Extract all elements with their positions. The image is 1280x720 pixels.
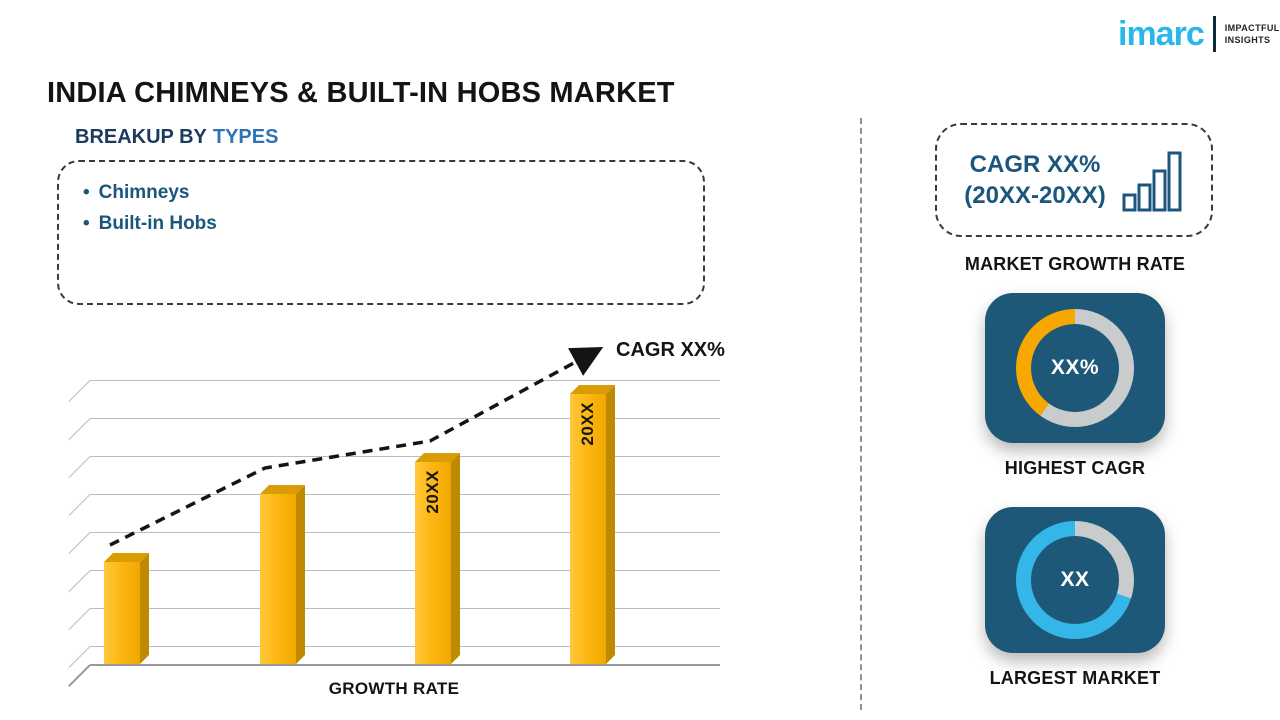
bar-20xx-3: 20XX: [415, 453, 460, 664]
logo-divider: [1212, 16, 1216, 52]
cagr-growth-text: CAGR XX% (20XX-20XX): [964, 149, 1105, 211]
imarc-logo: imarc IMPACTFUL INSIGHTS: [1118, 16, 1280, 52]
cagr-line2: (20XX-20XX): [964, 182, 1106, 209]
largest-market-card: XX: [985, 507, 1165, 653]
gridline: [90, 380, 720, 381]
gridline: [90, 608, 720, 609]
bar-label: 20XX: [423, 470, 442, 514]
bar-chart-icon: [1122, 151, 1182, 212]
breakup-heading: BREAKUP BY TYPES: [75, 126, 278, 149]
breakup-types-box: • Chimneys • Built-in Hobs: [57, 160, 705, 305]
cagr-growth-box: CAGR XX% (20XX-20XX): [935, 123, 1213, 237]
largest-market-caption: LARGEST MARKET: [989, 668, 1161, 688]
chart-x-axis-label: GROWTH RATE: [328, 679, 460, 698]
logo-tagline-line2: INSIGHTS: [1224, 35, 1271, 45]
gridline: [90, 418, 720, 419]
page-title: INDIA CHIMNEYS & BUILT-IN HOBS MARKET: [47, 77, 675, 110]
largest-market-value: XX: [1031, 536, 1119, 624]
market-growth-rate-caption: MARKET GROWTH RATE: [964, 254, 1186, 274]
bar-side-face: [140, 553, 149, 664]
logo-tagline-line1: IMPACTFUL: [1224, 22, 1280, 33]
bar-side-face: [296, 485, 305, 664]
section-divider: [860, 118, 862, 710]
largest-market-donut: XX: [1016, 521, 1134, 639]
logo-tagline: IMPACTFUL INSIGHTS: [1225, 22, 1280, 46]
gridline: [90, 494, 720, 495]
bar-label-wrap: 20XX: [570, 394, 606, 664]
bar-label-wrap: [260, 494, 296, 664]
bar-label-wrap: [104, 562, 140, 664]
bullet-icon: •: [83, 212, 90, 234]
breakup-item-label: Chimneys: [98, 182, 190, 203]
bar-20xx-1: [104, 553, 149, 664]
bar-front-face: [104, 562, 140, 664]
gridline: [90, 570, 720, 571]
highest-cagr-card: XX%: [985, 293, 1165, 443]
highest-cagr-caption: HIGHEST CAGR: [1004, 458, 1146, 478]
bar-side-face: [451, 453, 460, 664]
cagr-line1: CAGR XX%: [969, 150, 1101, 178]
growth-rate-bar-chart: 20XX 20XX: [68, 378, 720, 666]
logo-brand-text: imarc: [1118, 15, 1205, 53]
gridline: [90, 646, 720, 647]
bar-label-wrap: 20XX: [415, 462, 451, 664]
gridline: [90, 532, 720, 533]
highest-cagr-value: XX%: [1031, 324, 1119, 412]
x-axis-line: [90, 664, 720, 666]
list-item: • Built-in Hobs: [83, 209, 679, 240]
bar-label: 20XX: [578, 402, 597, 446]
bar-side-face: [606, 385, 615, 664]
breakup-heading-prefix: BREAKUP BY: [75, 126, 207, 148]
bar-20xx-4: 20XX: [570, 385, 615, 664]
breakup-heading-highlight: TYPES: [212, 126, 279, 148]
bar-20xx-2: [260, 485, 305, 664]
highest-cagr-donut: XX%: [1016, 309, 1134, 427]
trend-cagr-label: CAGR XX%: [616, 339, 725, 361]
list-item: • Chimneys: [83, 178, 679, 209]
breakup-item-label: Built-in Hobs: [98, 212, 217, 234]
gridline: [90, 456, 720, 457]
bullet-icon: •: [83, 182, 90, 203]
